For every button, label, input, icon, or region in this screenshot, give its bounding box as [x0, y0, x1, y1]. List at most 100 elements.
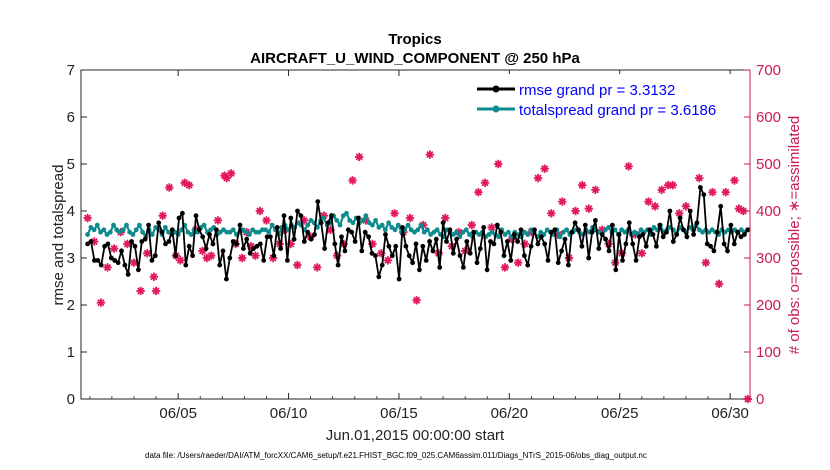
obs-marker-center	[178, 258, 183, 263]
rmse-point	[481, 225, 487, 230]
obs-assimilated-marker	[571, 206, 580, 216]
rmse-point	[139, 239, 145, 244]
spread-point	[256, 229, 262, 235]
rmse-point	[501, 253, 507, 259]
obs-assimilated-marker	[730, 176, 739, 185]
obs-assimilated-marker	[668, 180, 677, 190]
rmse-point	[105, 241, 111, 247]
rmse-point	[217, 262, 223, 268]
obs-assimilated-marker	[591, 185, 600, 195]
spread-point	[162, 225, 168, 230]
rmse-point	[613, 267, 619, 273]
obs-marker-center	[593, 187, 598, 193]
rmse-point	[166, 239, 172, 244]
rmse-point	[555, 260, 561, 266]
rmse-point	[298, 213, 304, 219]
legend: rmse grand pr = 3.3132 totalspread grand…	[474, 74, 744, 120]
rmse-point	[108, 255, 114, 261]
rmse-point	[484, 267, 490, 273]
legend-rmse-label: rmse grand pr = 3.3132	[519, 82, 675, 99]
obs-marker-center	[703, 260, 709, 265]
x-tick-label: 06/05	[159, 405, 197, 422]
spread-point	[149, 232, 155, 237]
rmse-point	[440, 220, 446, 226]
rmse-point	[136, 267, 141, 273]
obs-assimilated-marker	[425, 150, 435, 159]
rmse-point	[393, 243, 399, 249]
obs-marker-center	[736, 206, 742, 211]
spread-point	[201, 222, 207, 228]
rmse-point	[698, 185, 703, 190]
rmse-point	[163, 241, 168, 247]
rmse-point	[156, 220, 162, 226]
rmse-point	[423, 258, 429, 263]
obs-assimilated-marker	[165, 183, 174, 192]
rmse-point	[200, 234, 206, 240]
rmse-point	[366, 234, 371, 240]
rmse-point	[234, 241, 240, 247]
obs-assimilated-marker	[584, 204, 594, 213]
x-tick-label: 06/10	[270, 405, 308, 422]
obs-marker-center	[257, 208, 263, 214]
obs-marker-center	[253, 253, 258, 258]
obs-marker-center	[209, 253, 214, 258]
rmse-point	[125, 272, 131, 277]
rmse-point	[169, 227, 175, 233]
rmse-point	[254, 243, 260, 249]
y-right-tick-label: 0	[756, 391, 764, 408]
rmse-point	[301, 239, 307, 244]
spread-point	[418, 222, 424, 228]
spread-point	[221, 227, 226, 233]
rmse-point	[701, 192, 707, 198]
obs-marker-center	[145, 251, 150, 256]
spread-point	[101, 227, 107, 233]
rmse-point	[173, 253, 179, 259]
obs-marker-center	[489, 225, 494, 230]
y-right-tick-label: 100	[756, 344, 781, 361]
obs-assimilated-marker	[251, 251, 260, 260]
obs-marker-center	[224, 175, 229, 181]
rmse-point	[152, 253, 158, 259]
obs-marker-center	[697, 175, 702, 181]
obs-assimilated-marker	[237, 253, 247, 263]
obs-assimilated-marker	[109, 244, 119, 253]
rmse-point	[657, 222, 663, 228]
obs-assimilated-marker	[533, 173, 543, 183]
legend-spread-label: totalspread grand pr = 3.6186	[519, 102, 716, 119]
obs-assimilated-marker	[390, 209, 399, 218]
x-tick-label: 06/20	[491, 405, 529, 422]
rmse-point	[610, 222, 615, 228]
obs-marker-center	[427, 152, 433, 157]
obs-marker-center	[443, 215, 448, 221]
rmse-point	[633, 258, 639, 263]
spread-point	[363, 213, 369, 219]
rmse-point	[322, 246, 327, 252]
rmse-point	[606, 248, 612, 254]
obs-marker-center	[716, 281, 722, 287]
obs-assimilated-marker	[293, 260, 302, 270]
spread-point	[560, 229, 566, 235]
rmse-point	[718, 203, 724, 209]
y-tick-label: 0	[67, 391, 75, 408]
right-axis-ticks: 0 100 200 300 400 500 600 700	[744, 62, 781, 408]
obs-assimilated-marker	[222, 173, 231, 183]
spread-point	[425, 227, 430, 233]
obs-assimilated-marker	[354, 152, 364, 162]
rmse-point	[599, 232, 605, 237]
spread-point	[137, 222, 142, 228]
rmse-point	[454, 236, 459, 242]
obs-assimilated-marker	[540, 164, 549, 173]
data-file-footer: data file: /Users/raeder/DAI/ATM_forcXX/…	[145, 451, 647, 460]
rmse-line	[87, 184, 749, 280]
obs-assimilated-marker	[467, 220, 477, 230]
obs-assimilated-marker	[96, 298, 106, 307]
rmse-point	[471, 229, 476, 235]
obs-assimilated-marker	[474, 187, 483, 197]
rmse-point	[332, 241, 338, 247]
spread-point	[230, 227, 236, 233]
x-tick-label: 06/25	[601, 405, 639, 422]
rmse-point	[413, 241, 419, 247]
spread-point	[373, 218, 378, 223]
obs-marker-center	[215, 218, 221, 223]
obs-marker-center	[586, 206, 592, 211]
